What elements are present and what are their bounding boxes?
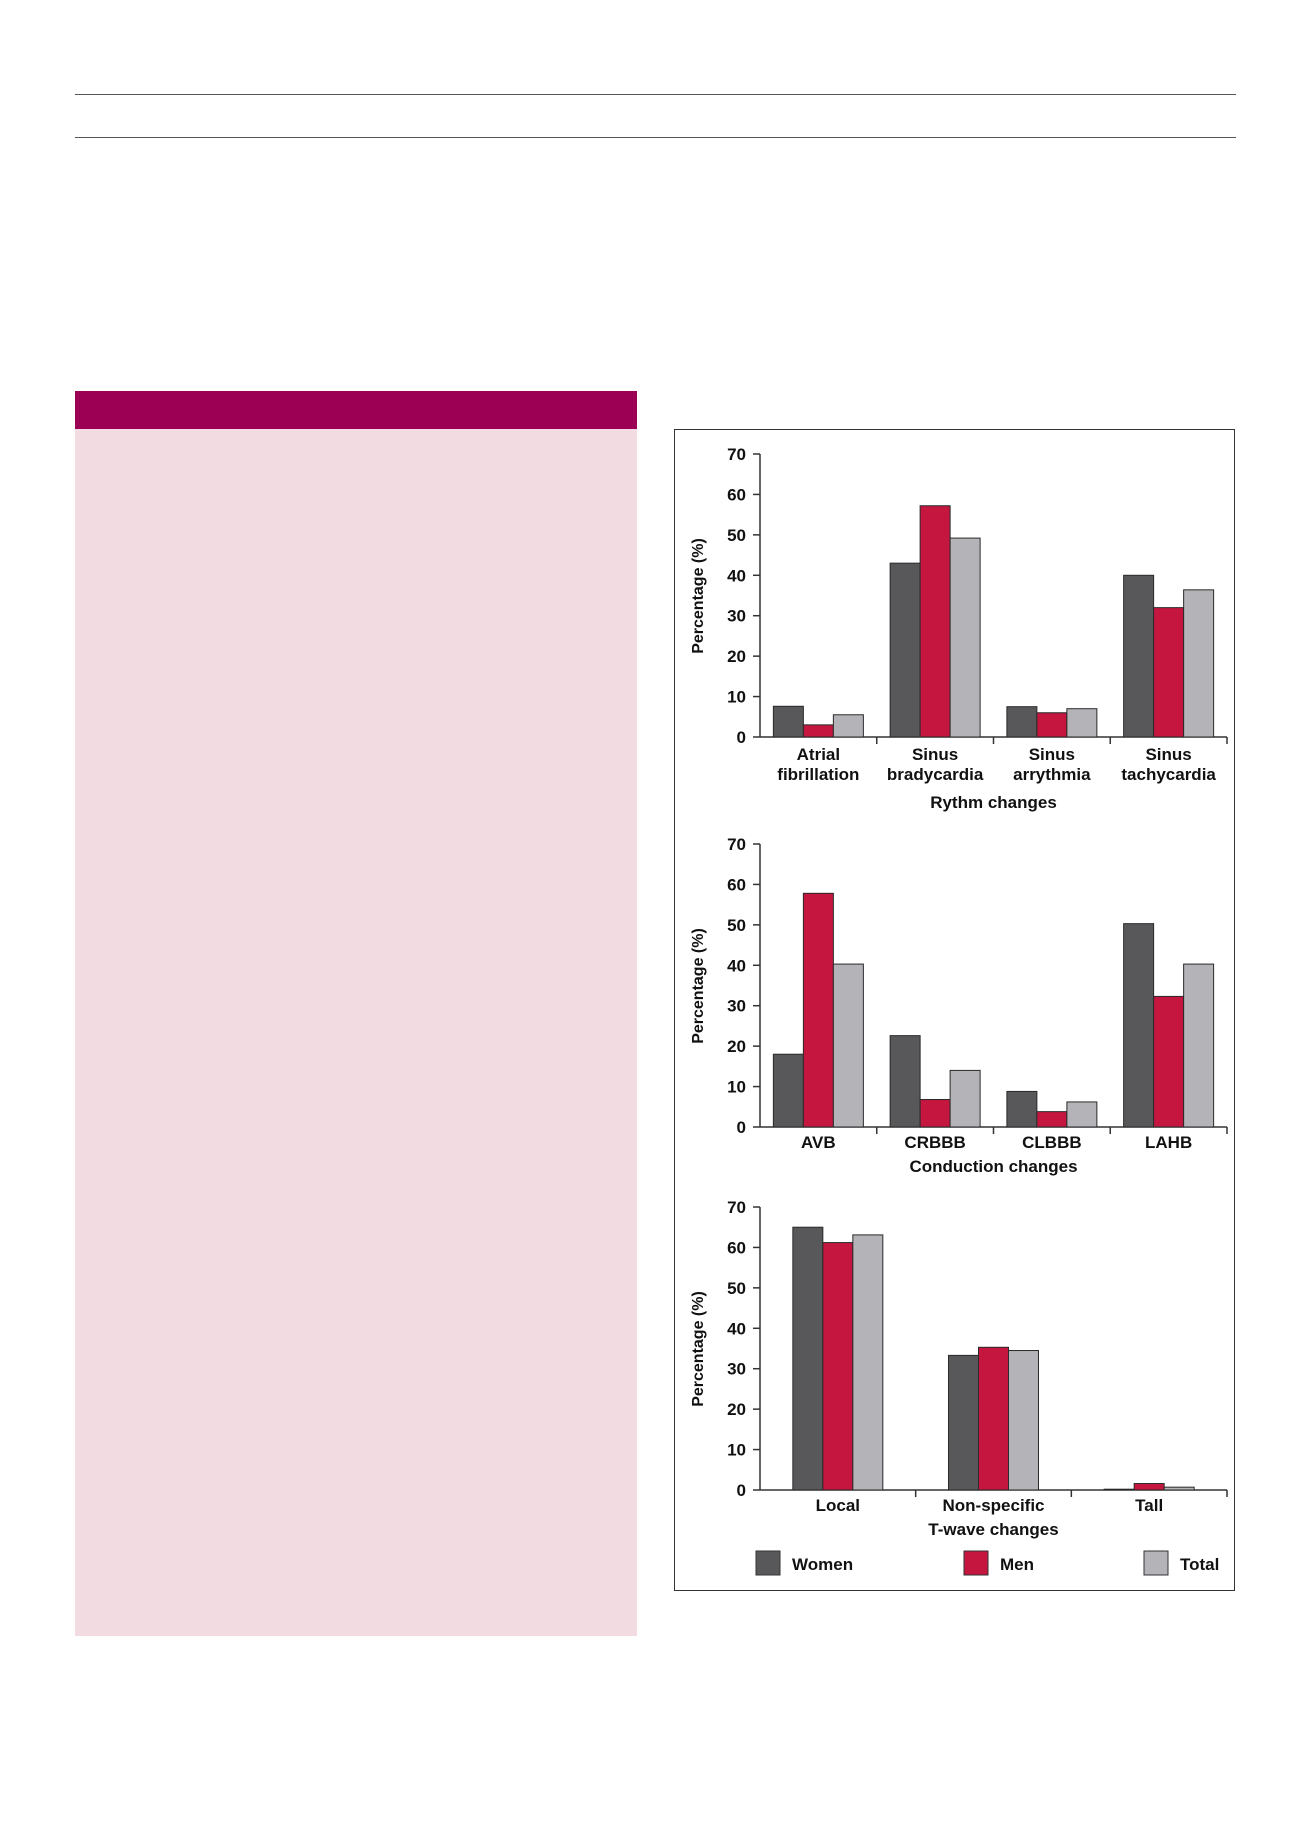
bar-total-crbbb bbox=[949, 1069, 981, 1128]
bar-women-local bbox=[792, 1226, 824, 1491]
legend-label-total: Total bbox=[1180, 1555, 1219, 1574]
bar-women-sinus-bradycardia bbox=[889, 562, 921, 738]
y-tick-label: 10 bbox=[727, 688, 746, 707]
header-rule bbox=[75, 94, 1236, 95]
chart-2: 0 10 20 30 40 50 60 70 Percentage (%) AVB CRBBB CLB… bbox=[690, 835, 1228, 1176]
bar-total-tall bbox=[1163, 1486, 1195, 1491]
legend: Women Men Total bbox=[755, 1550, 1219, 1576]
category-label: Atrial bbox=[797, 745, 840, 764]
y-tick-label: 0 bbox=[737, 728, 746, 747]
bar-total-sinus-arrythmia bbox=[1066, 708, 1098, 738]
y-tick-label: 50 bbox=[727, 526, 746, 545]
bar-men-sinus-bradycardia bbox=[919, 505, 951, 738]
y-tick-label: 70 bbox=[727, 835, 746, 854]
y-tick-label: 10 bbox=[727, 1441, 746, 1460]
y-tick-label: 60 bbox=[727, 485, 746, 504]
bar-men-sinus-arrythmia bbox=[1036, 712, 1068, 738]
chart-1: 0 10 20 30 40 50 60 70 Percentage (%) Atrialfibri… bbox=[690, 445, 1228, 812]
x-axis-label: T-wave changes bbox=[928, 1520, 1058, 1539]
bar-women-crbbb bbox=[889, 1035, 921, 1128]
y-tick-label: 30 bbox=[727, 1360, 746, 1379]
bar-women-atrial-fibrillation bbox=[772, 705, 804, 738]
bar-total-sinus-bradycardia bbox=[949, 537, 981, 738]
bar-men-sinus-tachycardia bbox=[1153, 607, 1185, 738]
bar-women-avb bbox=[772, 1053, 804, 1128]
chart-3: 0 10 20 30 40 50 60 70 Percentage (%) Local Non-sp… bbox=[690, 1198, 1228, 1539]
bar-total-sinus-tachycardia bbox=[1183, 589, 1215, 738]
y-tick-label: 0 bbox=[737, 1481, 746, 1500]
bar-total-avb bbox=[832, 963, 864, 1128]
bar-women-clbbb bbox=[1006, 1090, 1038, 1128]
category-label: arrythmia bbox=[1013, 765, 1091, 784]
bar-men-local bbox=[822, 1242, 854, 1491]
category-label: LAHB bbox=[1145, 1133, 1192, 1152]
bar-women-lahb bbox=[1123, 923, 1155, 1128]
y-axis-label: Percentage (%) bbox=[690, 538, 707, 654]
bar-women-non-specific bbox=[948, 1354, 979, 1491]
bar-men-lahb bbox=[1153, 995, 1185, 1128]
legend-label-women: Women bbox=[792, 1555, 853, 1574]
bar-men-non-specific bbox=[978, 1346, 1009, 1491]
bar-men-clbbb bbox=[1036, 1111, 1068, 1128]
category-label: bradycardia bbox=[887, 765, 984, 784]
legend-swatch-total bbox=[1143, 1550, 1169, 1576]
sidebar-header-bar bbox=[75, 391, 637, 429]
category-label: Sinus bbox=[1029, 745, 1075, 764]
y-tick-label: 0 bbox=[737, 1118, 746, 1137]
y-tick-label: 40 bbox=[727, 566, 746, 585]
bar-women-tall bbox=[1103, 1488, 1135, 1491]
bar-total-atrial-fibrillation bbox=[832, 714, 864, 738]
category-label: tachycardia bbox=[1121, 765, 1216, 784]
y-axis-label: Percentage (%) bbox=[690, 1291, 707, 1407]
bar-total-lahb bbox=[1183, 963, 1215, 1128]
category-label: Non-specific bbox=[942, 1496, 1044, 1515]
y-tick-label: 40 bbox=[727, 1319, 746, 1338]
legend-label-men: Men bbox=[1000, 1555, 1034, 1574]
category-label: Local bbox=[816, 1496, 860, 1515]
bar-total-non-specific bbox=[1008, 1350, 1039, 1491]
bar-men-crbbb bbox=[919, 1099, 951, 1128]
y-tick-label: 30 bbox=[727, 607, 746, 626]
sidebar-panel bbox=[75, 429, 637, 1636]
y-tick-label: 60 bbox=[727, 1238, 746, 1257]
legend-swatch-women bbox=[755, 1550, 781, 1576]
y-tick-label: 50 bbox=[727, 1279, 746, 1298]
category-label: AVB bbox=[801, 1133, 836, 1152]
y-tick-label: 20 bbox=[727, 1037, 746, 1056]
category-label: CLBBB bbox=[1022, 1133, 1082, 1152]
bar-women-sinus-arrythmia bbox=[1006, 706, 1038, 738]
category-label: Sinus bbox=[1145, 745, 1191, 764]
bar-total-clbbb bbox=[1066, 1101, 1098, 1128]
y-tick-label: 70 bbox=[727, 445, 746, 464]
y-axis-label: Percentage (%) bbox=[690, 928, 707, 1044]
y-tick-label: 10 bbox=[727, 1078, 746, 1097]
x-axis-label: Conduction changes bbox=[909, 1157, 1077, 1176]
y-tick-label: 70 bbox=[727, 1198, 746, 1217]
x-axis-label: Rythm changes bbox=[930, 793, 1057, 812]
category-label: Sinus bbox=[912, 745, 958, 764]
legend-swatch-men bbox=[963, 1550, 989, 1576]
y-tick-label: 20 bbox=[727, 1400, 746, 1419]
category-label: CRBBB bbox=[904, 1133, 965, 1152]
bar-men-avb bbox=[802, 892, 834, 1128]
bar-men-tall bbox=[1133, 1483, 1165, 1491]
category-label: fibrillation bbox=[777, 765, 859, 784]
y-tick-label: 60 bbox=[727, 875, 746, 894]
category-label: Tall bbox=[1135, 1496, 1163, 1515]
bar-women-sinus-tachycardia bbox=[1123, 574, 1155, 738]
y-tick-label: 30 bbox=[727, 997, 746, 1016]
bar-men-atrial-fibrillation bbox=[802, 724, 834, 738]
bar-total-local bbox=[852, 1234, 884, 1491]
y-tick-label: 20 bbox=[727, 647, 746, 666]
y-tick-label: 40 bbox=[727, 956, 746, 975]
y-tick-label: 50 bbox=[727, 916, 746, 935]
header-rule-lower bbox=[75, 137, 1236, 138]
